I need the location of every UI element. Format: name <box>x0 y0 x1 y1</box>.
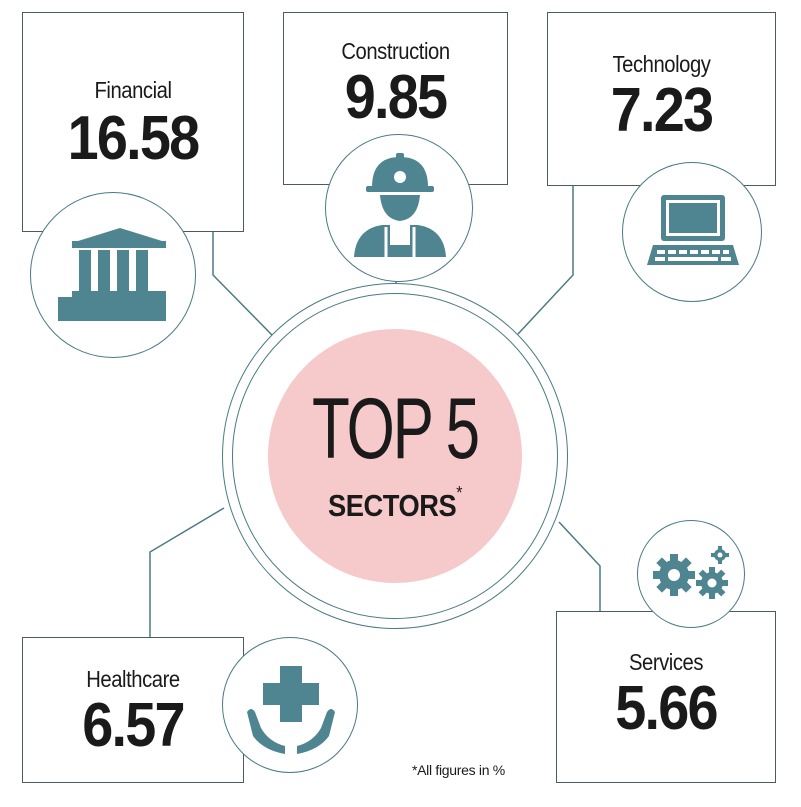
footnote: *All figures in % <box>412 762 505 778</box>
sector-value: 6.57 <box>82 691 185 760</box>
sector-label: Healthcare <box>86 666 180 692</box>
gears-icon <box>653 546 729 599</box>
center-pink-disc <box>268 329 522 583</box>
sector-label: Services <box>628 649 704 675</box>
sector-value: 7.23 <box>610 76 714 145</box>
bank-icon <box>58 228 166 321</box>
center-title: TOP 5 <box>312 381 480 477</box>
icon-circle-technology <box>622 162 762 302</box>
connector-healthcare <box>149 507 225 637</box>
sector-box-services: Services 5.66 <box>556 611 776 783</box>
icon-circle-construction <box>325 134 473 282</box>
icon-circle-financial <box>30 192 196 358</box>
sector-value: 9.85 <box>344 63 448 132</box>
sector-label: Financial <box>94 77 172 103</box>
center-inner-ring <box>232 293 558 619</box>
sector-value: 16.58 <box>67 104 200 173</box>
sector-label: Technology <box>612 51 711 77</box>
medical-cross-hands-icon <box>247 666 335 754</box>
center-subtitle: SECTORS* <box>283 484 507 523</box>
sector-label: Construction <box>341 38 450 64</box>
sector-box-construction: Construction 9.85 <box>283 12 508 185</box>
connector-financial <box>212 232 273 336</box>
center-asterisk: * <box>456 483 463 503</box>
sector-box-technology: Technology 7.23 <box>547 12 776 186</box>
center-subtitle-text: SECTORS <box>327 488 457 523</box>
icon-circle-services <box>637 520 745 628</box>
icon-circle-healthcare <box>222 637 358 773</box>
laptop-icon <box>647 195 739 265</box>
connector-services <box>558 521 601 611</box>
sector-value: 5.66 <box>615 674 718 743</box>
sector-box-healthcare: Healthcare 6.57 <box>22 637 244 783</box>
construction-worker-icon <box>354 153 446 257</box>
connector-technology <box>517 186 574 335</box>
